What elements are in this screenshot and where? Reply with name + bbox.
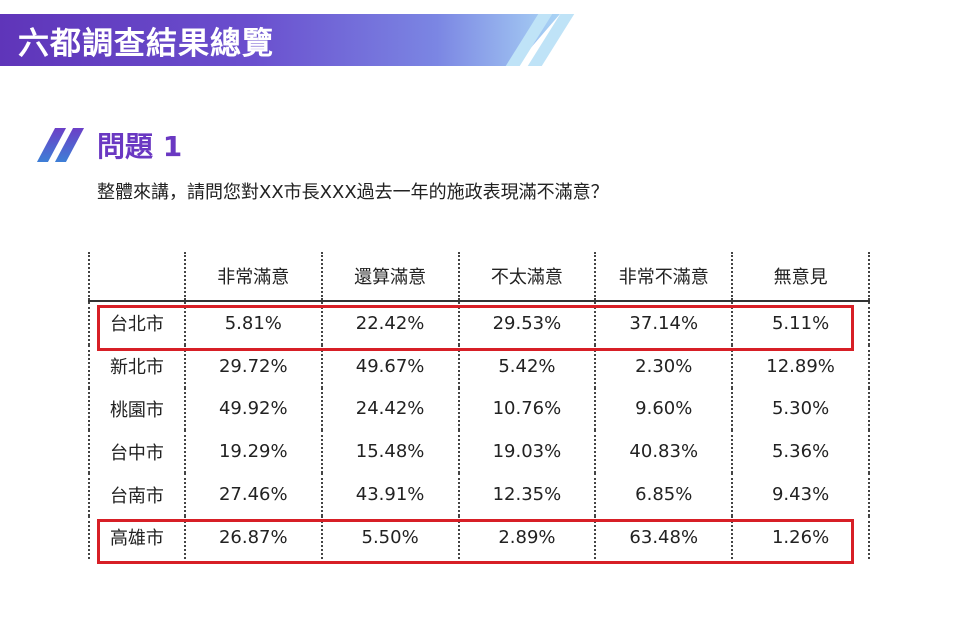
table-cell: 9.60% xyxy=(594,387,734,431)
city-cell: 台中市 xyxy=(88,430,186,474)
table-cell: 49.67% xyxy=(320,344,460,388)
table-row: 新北市 29.72% 49.67% 5.42% 2.30% 12.89% xyxy=(88,344,870,388)
column-header: 還算滿意 xyxy=(320,252,460,302)
table-cell: 6.85% xyxy=(594,473,734,516)
table-cell: 9.43% xyxy=(731,473,870,516)
table-cell: 5.81% xyxy=(183,301,323,345)
title-banner xyxy=(0,14,560,66)
table-row: 台中市 19.29% 15.48% 19.03% 40.83% 5.36% xyxy=(88,430,870,474)
page-title: 六都調查結果總覽 xyxy=(18,26,274,62)
results-table: 非常滿意 還算滿意 不太滿意 非常不滿意 無意見 台北市 5.81% 22.42… xyxy=(88,252,870,559)
table-cell: 15.48% xyxy=(320,430,460,474)
column-header xyxy=(88,252,186,302)
city-cell: 高雄市 xyxy=(88,515,186,559)
table-row: 高雄市 26.87% 5.50% 2.89% 63.48% 1.26% xyxy=(88,515,870,559)
city-cell: 台南市 xyxy=(88,473,186,516)
table-cell: 5.50% xyxy=(320,515,460,559)
city-cell: 新北市 xyxy=(88,344,186,388)
table-cell: 29.72% xyxy=(183,344,323,388)
highlight-box-kaohsiung xyxy=(97,519,854,564)
table-cell: 37.14% xyxy=(594,301,734,345)
table-header-row: 非常滿意 還算滿意 不太滿意 非常不滿意 無意見 xyxy=(88,252,870,302)
table-row: 台南市 27.46% 43.91% 12.35% 6.85% 9.43% xyxy=(88,473,870,516)
column-header: 非常滿意 xyxy=(183,252,323,302)
table-cell: 63.48% xyxy=(594,515,734,559)
table-cell: 12.89% xyxy=(731,344,870,388)
table-cell: 26.87% xyxy=(183,515,323,559)
table-cell: 24.42% xyxy=(320,387,460,431)
table-row: 桃園市 49.92% 24.42% 10.76% 9.60% 5.30% xyxy=(88,387,870,431)
table-cell: 49.92% xyxy=(183,387,323,431)
table-cell: 5.11% xyxy=(731,301,870,345)
city-cell: 台北市 xyxy=(88,301,186,345)
column-header: 非常不滿意 xyxy=(594,252,734,302)
table-row: 台北市 5.81% 22.42% 29.53% 37.14% 5.11% xyxy=(88,301,870,345)
table-cell: 2.30% xyxy=(594,344,734,388)
table-cell: 19.03% xyxy=(457,430,597,474)
table-cell: 2.89% xyxy=(457,515,597,559)
column-header: 無意見 xyxy=(731,252,870,302)
table-cell: 5.36% xyxy=(731,430,870,474)
table-cell: 27.46% xyxy=(183,473,323,516)
table-cell: 43.91% xyxy=(320,473,460,516)
table-cell: 40.83% xyxy=(594,430,734,474)
table-cell: 12.35% xyxy=(457,473,597,516)
table-cell: 19.29% xyxy=(183,430,323,474)
table-cell: 22.42% xyxy=(320,301,460,345)
city-cell: 桃園市 xyxy=(88,387,186,431)
question-label: 問題 1 xyxy=(97,130,183,163)
table-cell: 5.42% xyxy=(457,344,597,388)
table-cell: 10.76% xyxy=(457,387,597,431)
question-text: 整體來講，請問您對XX市長XXX過去一年的施政表現滿不滿意？ xyxy=(97,182,609,203)
column-header: 不太滿意 xyxy=(457,252,597,302)
table-cell: 1.26% xyxy=(731,515,870,559)
table-cell: 5.30% xyxy=(731,387,870,431)
table-cell: 29.53% xyxy=(457,301,597,345)
highlight-box-taipei xyxy=(97,305,854,351)
